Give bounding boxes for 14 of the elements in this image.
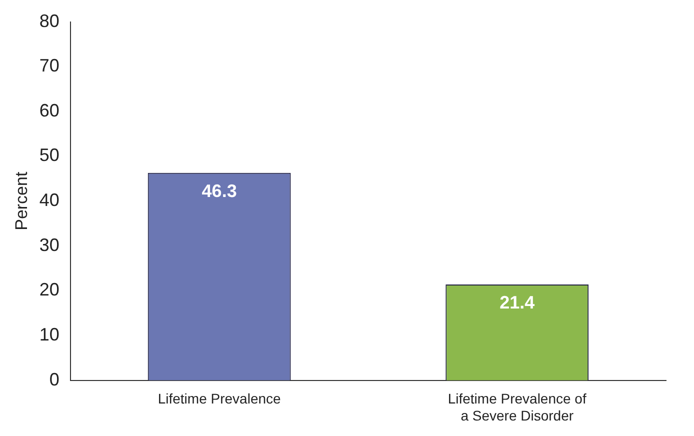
y-tick-label: 10 [39, 324, 60, 345]
data-label: 46.3 [202, 180, 237, 201]
y-tick-label: 50 [39, 145, 60, 166]
y-tick-label: 80 [39, 10, 60, 31]
x-tick-label: Lifetime Prevalence [158, 390, 282, 407]
y-tick-label: 30 [39, 234, 60, 255]
x-tick-label: Lifetime Prevalence of a Severe Disorder [448, 390, 586, 424]
y-tick-label: 20 [39, 280, 60, 300]
data-label: 21.4 [500, 292, 535, 312]
y-axis-title: Percent [12, 172, 31, 230]
y-tick-label: 40 [39, 190, 60, 210]
y-tick-label: 0 [49, 369, 60, 390]
y-tick-label: 70 [39, 56, 60, 76]
y-tick-label: 60 [39, 100, 60, 120]
